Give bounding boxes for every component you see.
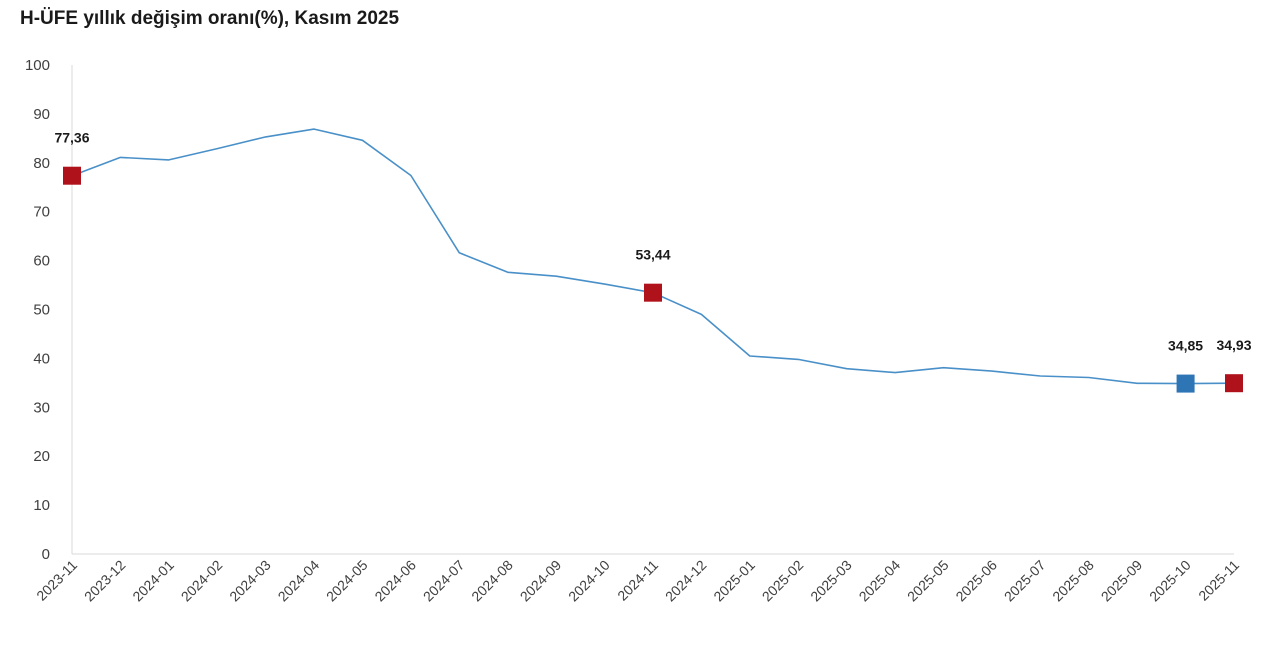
x-tick-label: 2025-03 [807,557,855,605]
x-tick-label: 2024-04 [275,557,323,605]
y-tick-label: 80 [33,155,50,172]
y-axis: 0 10 20 30 40 50 60 70 80 90 100 [25,57,73,563]
y-tick-label: 40 [33,350,50,367]
data-label: 34,85 [1168,338,1203,354]
x-tick-label: 2023-11 [33,557,80,604]
x-tick-label: 2024-12 [662,557,710,605]
x-tick-label: 2024-08 [468,557,516,605]
x-tick-label: 2024-01 [129,557,177,605]
x-tick-label: 2024-11 [614,557,661,604]
x-tick-label: 2024-10 [565,557,613,605]
y-tick-label: 100 [25,57,50,74]
x-tick-label: 2024-07 [420,557,468,605]
y-tick-label: 20 [33,448,50,465]
x-tick-label: 2024-06 [371,557,419,605]
x-tick-label: 2023-12 [81,557,129,605]
x-tick-label: 2024-02 [178,557,226,605]
y-tick-label: 60 [33,253,50,270]
x-tick-label: 2025-10 [1146,557,1194,605]
x-tick-label: 2025-09 [1098,557,1146,605]
x-tick-label: 2024-03 [226,557,274,605]
data-label: 53,44 [635,247,670,263]
chart-title: H-ÜFE yıllık değişim oranı(%), Kasım 202… [20,8,400,29]
x-tick-label: 2025-06 [952,557,1000,605]
data-point-marker [644,283,662,302]
x-tick-label: 2025-11 [1195,557,1242,604]
x-tick-label: 2025-05 [904,557,952,605]
y-tick-label: 70 [33,204,50,221]
y-tick-label: 90 [33,106,50,123]
x-tick-label: 2025-07 [1001,557,1049,605]
x-tick-label: 2025-08 [1049,557,1097,605]
x-tick-label: 2025-04 [856,557,904,605]
y-tick-label: 0 [42,546,50,563]
x-axis: 2023-11 2023-12 2024-01 2024-02 2024-03 2024-… [33,553,1242,605]
x-tick-label: 2024-05 [323,557,371,605]
data-label: 34,93 [1216,337,1251,353]
x-tick-label: 2025-02 [759,557,807,605]
x-tick-label: 2024-09 [517,557,565,605]
x-tick-label: 2025-01 [710,557,758,605]
data-point-marker [63,166,81,185]
y-tick-label: 10 [33,497,50,514]
marker-layer: 77,36 53,44 34,85 34,93 [54,130,1252,393]
data-point-marker [1176,374,1195,393]
y-tick-label: 30 [33,399,50,416]
data-label: 77,36 [54,130,89,146]
y-tick-label: 50 [33,302,50,319]
data-point-marker [1225,374,1243,393]
